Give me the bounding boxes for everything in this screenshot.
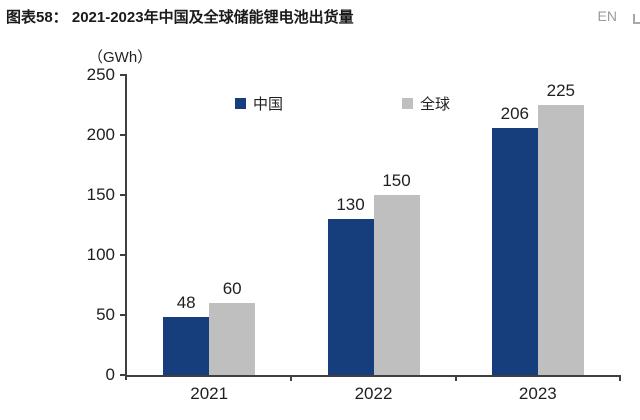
language-toggle-button[interactable]: EN	[597, 8, 617, 24]
figure-title: 图表58： 2021-2023年中国及全球储能锂电池出货量	[6, 9, 354, 26]
y-axis-unit-label: （GWh）	[88, 49, 153, 66]
y-axis-tick	[120, 374, 127, 376]
legend-swatch-china	[235, 98, 246, 109]
y-axis-tick-label: 200	[86, 125, 115, 144]
bar-value-global-2021: 60	[222, 279, 242, 298]
bar-chart-plot-area: 0 50 100 150 200 250 48 60 2021 130 150 2022 206 225 2…	[87, 65, 621, 403]
bar-china-2022	[327, 219, 374, 375]
bar-china-2023	[491, 127, 538, 375]
bar-value-global-2022: 150	[382, 171, 411, 190]
y-axis-tick-label: 150	[86, 185, 115, 204]
x-axis-tick	[290, 375, 293, 381]
bar-value-global-2023: 225	[546, 81, 576, 100]
bar-global-2022	[373, 195, 420, 375]
x-axis-label-2023: 2023	[518, 384, 557, 403]
x-axis-label-2021: 2021	[190, 384, 229, 403]
bar-global-2023	[537, 105, 584, 375]
bar-china-2021	[163, 317, 210, 375]
y-axis-tick-label: 50	[96, 305, 115, 324]
y-axis-line-foot	[125, 375, 127, 380]
y-axis-tick-label: 250	[86, 65, 115, 84]
y-axis-tick-label: 0	[105, 365, 115, 384]
legend-swatch-global	[402, 98, 413, 109]
y-axis-tick	[120, 74, 127, 76]
y-axis-tick	[120, 254, 127, 256]
x-axis-label-2022: 2022	[354, 384, 393, 403]
bar-value-china-2023: 206	[500, 103, 530, 123]
clipped-edge-icon	[633, 14, 640, 24]
y-axis-tick	[120, 134, 127, 136]
bar-global-2021	[209, 303, 256, 375]
y-axis-tick-label: 100	[86, 245, 115, 264]
x-axis-tick	[619, 375, 621, 381]
legend-label-china: 中国	[253, 97, 284, 113]
legend-item-china: 中国	[235, 93, 283, 114]
bar-value-china-2022: 130	[336, 195, 365, 214]
x-axis-tick	[454, 375, 457, 381]
y-axis-tick	[120, 314, 127, 316]
bar-value-china-2021: 48	[176, 293, 196, 313]
legend-label-global: 全球	[420, 97, 451, 113]
y-axis-tick	[120, 194, 127, 196]
legend-item-global: 全球	[402, 93, 450, 114]
